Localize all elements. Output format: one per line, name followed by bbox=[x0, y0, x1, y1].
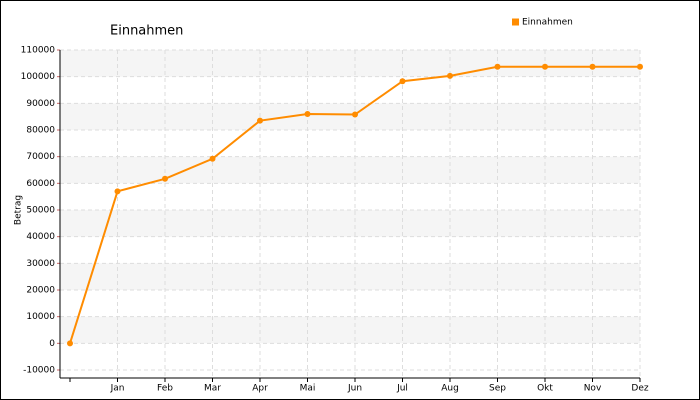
data-point bbox=[447, 72, 453, 79]
data-point bbox=[67, 340, 73, 347]
y-tick-label: 70000 bbox=[26, 152, 55, 162]
data-point bbox=[352, 111, 358, 118]
y-tick-label: 30000 bbox=[26, 259, 55, 269]
x-tick-label: Apr bbox=[252, 384, 268, 394]
x-tick-label: Aug bbox=[441, 384, 459, 394]
data-point bbox=[399, 78, 406, 85]
data-point bbox=[257, 117, 263, 124]
x-tick-label: Dez bbox=[631, 384, 648, 394]
grid-band bbox=[60, 316, 640, 344]
x-tick-label: Jul bbox=[396, 384, 408, 394]
x-tick-label: Feb bbox=[157, 384, 173, 394]
chart-title: Einnahmen bbox=[110, 24, 183, 39]
data-point bbox=[209, 155, 216, 162]
legend-label: Einnahmen bbox=[522, 18, 573, 28]
y-tick-label: 10000 bbox=[26, 312, 55, 322]
x-tick-label: Okt bbox=[537, 384, 553, 394]
x-tick-label: Mai bbox=[300, 384, 316, 394]
x-tick-label: Jan bbox=[110, 384, 125, 394]
y-tick-label: 40000 bbox=[26, 232, 55, 242]
grid-band bbox=[60, 210, 640, 237]
grid-band bbox=[60, 103, 640, 130]
y-tick-label: 100000 bbox=[21, 72, 56, 82]
y-axis-label: Betrag bbox=[14, 195, 24, 225]
grid-band bbox=[60, 263, 640, 290]
y-tick-label: 80000 bbox=[26, 126, 55, 136]
x-tick-label: Mar bbox=[204, 384, 221, 394]
x-tick-label: Jun bbox=[347, 384, 362, 394]
data-point bbox=[637, 63, 643, 70]
y-tick-label: -10000 bbox=[23, 366, 55, 376]
data-point bbox=[162, 175, 168, 182]
y-tick-label: 90000 bbox=[26, 99, 55, 109]
y-tick-label: 60000 bbox=[26, 179, 55, 189]
data-point bbox=[304, 111, 311, 117]
data-point bbox=[114, 188, 121, 195]
x-tick-label: Nov bbox=[584, 384, 602, 394]
y-tick-label: 110000 bbox=[21, 46, 56, 56]
legend-swatch bbox=[512, 18, 519, 26]
y-tick-label: 20000 bbox=[26, 286, 55, 296]
grid-band bbox=[60, 156, 640, 184]
x-tick-label: Sep bbox=[489, 384, 506, 394]
grid-band bbox=[60, 50, 640, 77]
data-point bbox=[494, 63, 501, 70]
y-tick-label: 50000 bbox=[26, 206, 55, 216]
data-point bbox=[542, 63, 548, 70]
y-tick-label: 0 bbox=[49, 339, 55, 349]
data-point bbox=[589, 63, 596, 70]
